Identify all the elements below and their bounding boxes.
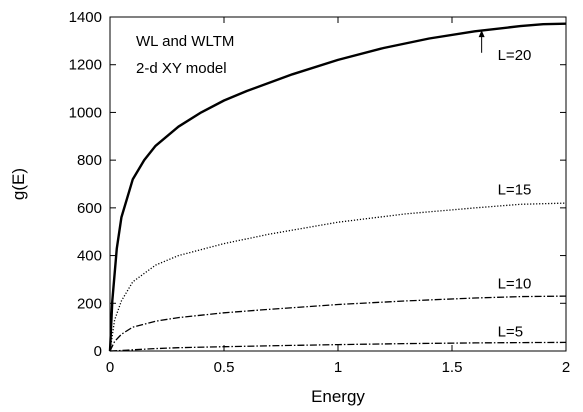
curves-layer [108, 22, 567, 352]
series-l-5-line [109, 341, 567, 352]
y-tick-label: 800 [77, 152, 102, 169]
y-tick-label: 0 [94, 343, 102, 360]
x-tick-label: 0 [106, 359, 114, 376]
curve-label: L=10 [498, 275, 532, 292]
x-tick-label: 1 [334, 359, 342, 376]
arrow-head [478, 30, 485, 38]
y-tick-label: 1400 [69, 9, 102, 26]
ticks-layer: 0 0.5 1 1.5 2 0 200 400 600 800 1000 1200 1400 [69, 9, 571, 376]
x-axis-title: Energy [311, 387, 365, 406]
y-axis-title: g(E) [9, 168, 28, 200]
y-tick-label: 400 [77, 248, 102, 265]
series-l-10-line [109, 295, 567, 352]
y-tick-label: 200 [77, 295, 102, 312]
labels-layer: L=20 L=15 L=10 L=5 [478, 30, 532, 341]
series-l-20-line [108, 22, 567, 352]
y-tick-label: 1200 [69, 57, 102, 74]
curve-label: L=5 [498, 324, 523, 341]
annotation-line-1: WL and WLTM [136, 33, 234, 50]
y-tick-label: 1000 [69, 104, 102, 121]
x-tick-label: 0.5 [214, 359, 235, 376]
curve-label: L=15 [498, 182, 532, 199]
curve-label: L=20 [498, 47, 532, 64]
x-tick-label: 2 [562, 359, 570, 376]
annotation-line-2: 2-d XY model [136, 60, 227, 77]
x-tick-label: 1.5 [442, 359, 463, 376]
series-l-15-line [109, 202, 567, 352]
y-tick-label: 600 [77, 200, 102, 217]
